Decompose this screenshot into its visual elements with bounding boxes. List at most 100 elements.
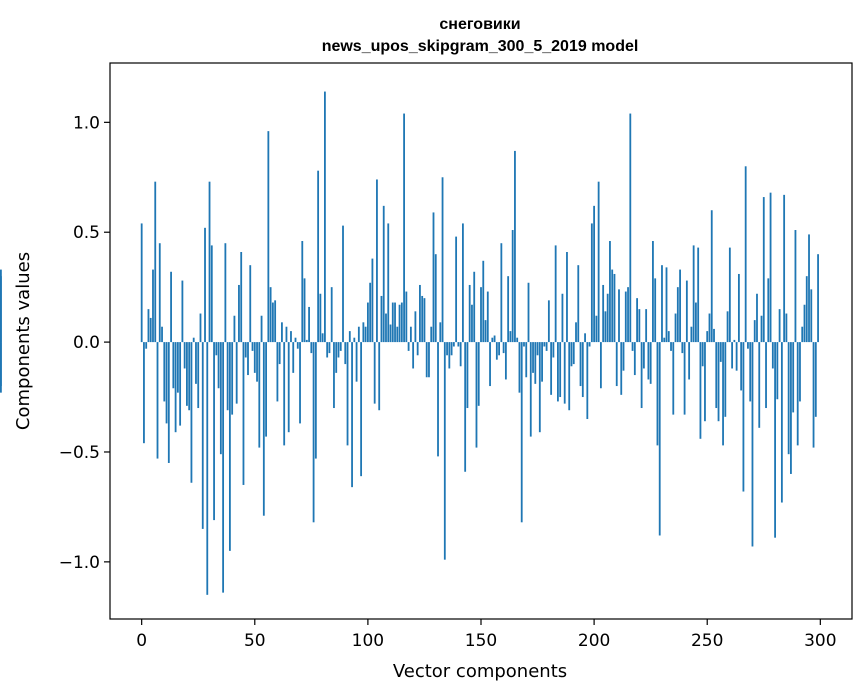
bar-177: [541, 342, 543, 382]
bar-126: [425, 342, 428, 378]
bar-16: [176, 342, 179, 393]
bar-20: [186, 342, 188, 406]
bar-135: [446, 342, 448, 356]
bar-84: [330, 287, 333, 343]
bar-28: [204, 227, 206, 343]
bar-288: [792, 342, 795, 413]
bar-80: [321, 333, 324, 343]
bar-208: [611, 269, 614, 343]
bar-119: [409, 326, 412, 343]
bar-95: [355, 342, 358, 382]
bar-260: [728, 247, 731, 343]
bar-85: [333, 342, 335, 409]
bar-23: [192, 337, 195, 343]
bar-88: [339, 342, 342, 351]
bar-144: [466, 342, 469, 409]
bar-283: [780, 342, 783, 503]
bar-13: [170, 271, 172, 343]
bar-48: [249, 265, 252, 343]
bar-155: [491, 337, 494, 343]
bar-96: [357, 326, 360, 343]
x-tick-label: 300: [804, 631, 836, 651]
bar-203: [599, 342, 602, 389]
bar-77: [314, 342, 317, 459]
bar-29: [206, 342, 209, 595]
bar-257: [722, 342, 724, 446]
bar-57: [269, 287, 272, 343]
bar-267: [744, 166, 747, 343]
bar-141: [459, 342, 462, 367]
bar-277: [767, 278, 770, 343]
bar-204: [602, 284, 605, 343]
bar-269: [749, 342, 752, 402]
y-axis-label: Components values: [13, 252, 34, 430]
bar-123: [419, 284, 421, 343]
bar-2: [145, 342, 148, 349]
bar-280: [774, 342, 776, 538]
bar-83: [328, 342, 331, 354]
bar-139: [455, 236, 458, 343]
bar-108: [385, 313, 387, 343]
x-tick-label: 100: [352, 631, 384, 651]
bar-104: [376, 179, 378, 343]
bar-170: [525, 342, 528, 378]
bar-240: [683, 342, 686, 415]
x-tick-label: 0: [136, 631, 147, 651]
bar-229: [658, 342, 661, 536]
bar-232: [665, 267, 668, 343]
bar-3: [147, 309, 150, 343]
bar-275: [762, 197, 765, 343]
bar-94: [353, 337, 356, 343]
bar-180: [547, 300, 550, 343]
bar-168: [520, 342, 523, 523]
bar-217: [631, 342, 634, 351]
bar-212: [620, 342, 623, 395]
bar-21: [188, 342, 191, 411]
bar-193: [577, 265, 580, 343]
bar-11: [165, 342, 168, 424]
bar-111: [391, 302, 394, 343]
bar-112: [394, 302, 396, 343]
bar-45: [242, 342, 245, 485]
bar-12: [167, 342, 170, 463]
bar-122: [416, 342, 419, 356]
bar-140: [457, 342, 460, 347]
bar-281: [776, 342, 779, 400]
bar-279: [771, 342, 774, 369]
bar-24: [195, 342, 197, 384]
y-tick-label: 1.0: [73, 113, 100, 133]
bar-9: [161, 326, 163, 343]
bar-189: [568, 342, 571, 411]
bar-54: [262, 342, 265, 516]
bar-246: [697, 247, 700, 343]
bar-298: [814, 342, 817, 417]
bar-60: [276, 342, 279, 402]
bar-219: [636, 298, 638, 343]
bar-191: [572, 342, 575, 365]
bar-110: [389, 324, 392, 343]
y-axis: −1.0 −0.5 0.0 0.5 1.0: [59, 113, 110, 573]
bar-150: [480, 287, 482, 343]
bar-151: [482, 260, 485, 343]
x-tick-label: 250: [691, 631, 723, 651]
bar-120: [412, 342, 415, 369]
x-axis: 0 50 100 150 200 250 300: [136, 619, 837, 651]
bar-156: [493, 335, 496, 343]
bar-295: [808, 234, 810, 343]
chart-subtitle: news_upos_skipgram_300_5_2019 model: [322, 38, 639, 55]
bar-56: [267, 131, 270, 343]
bar-291: [799, 342, 801, 402]
bar-205: [604, 311, 607, 343]
bar-230: [661, 265, 663, 343]
bar-72: [303, 278, 306, 343]
bar-282: [778, 309, 781, 343]
bar-18: [181, 280, 184, 343]
bar-158: [498, 342, 500, 356]
bar-169: [523, 342, 525, 347]
bar-286: [787, 342, 790, 455]
bar-266: [742, 342, 745, 492]
bar-73: [305, 339, 308, 343]
bar-25: [197, 342, 200, 409]
bar-293: [803, 304, 806, 343]
